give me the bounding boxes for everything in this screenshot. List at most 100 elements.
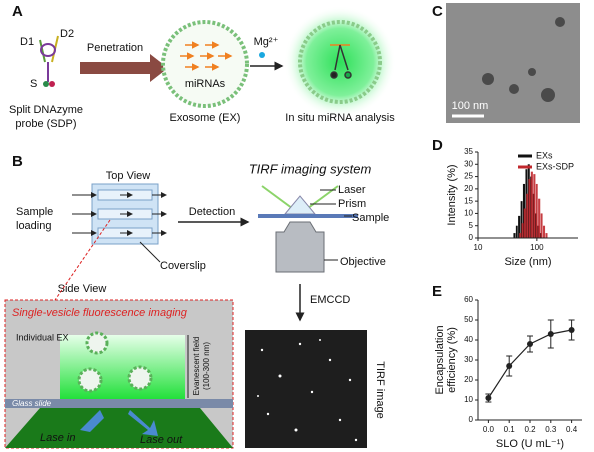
sample-slide: [258, 214, 358, 218]
exosome: [298, 20, 382, 104]
pointer: [139, 241, 161, 263]
objective-label: Objective: [340, 256, 386, 268]
x-tick-label: 10: [474, 243, 483, 252]
y-tick-label: 50: [464, 315, 473, 324]
evanescent-label: Evanescent field: [192, 337, 201, 396]
sdp-label: probe (SDP): [15, 118, 76, 130]
sample-loading-label: loading: [16, 220, 51, 232]
zoom-line: [54, 219, 111, 301]
x-tick-label: 0.0: [483, 425, 495, 434]
mg-label: Mg²⁺: [254, 36, 279, 48]
point: [506, 363, 513, 369]
objective: [275, 221, 325, 273]
laser-arrows: [80, 410, 158, 436]
exosome-label: Exosome (EX): [170, 112, 241, 124]
flow-arrows: [72, 192, 167, 236]
y-tick-label: 10: [464, 209, 473, 218]
legend-label: EXs-SDP: [536, 161, 574, 171]
y-tick-label: 30: [464, 355, 473, 364]
emccd-label: EMCCD: [310, 294, 350, 306]
evanescent-field: [60, 335, 185, 399]
analysis-drawing: [330, 44, 352, 79]
tirf-image: [245, 330, 367, 448]
x-axis-label: SLO (U mL⁻¹): [496, 438, 564, 450]
laser-label: Laser: [338, 184, 366, 196]
svfi-title: Single-vesicle fluorescence imaging: [12, 307, 188, 319]
tirf-image-label: TIRF image: [374, 361, 386, 418]
bar: [520, 201, 523, 238]
y-tick-label: 5: [469, 221, 474, 230]
x-axis-label: Size (nm): [504, 256, 551, 268]
vesicles: [77, 331, 153, 393]
sample-loading-label: Sample: [16, 206, 53, 218]
y-tick-label: 15: [464, 196, 473, 205]
bar: [535, 183, 538, 238]
side-view-label: Side View: [58, 283, 107, 295]
sample-label: Sample: [352, 212, 389, 224]
bar: [519, 233, 522, 238]
label-d2: D2: [60, 28, 74, 40]
y-tick-label: 35: [464, 147, 473, 156]
detection-label: Detection: [189, 206, 235, 218]
label-s: S: [30, 78, 37, 90]
x-tick-label: 0.4: [566, 425, 578, 434]
individual-ex-label: Individual EX: [16, 332, 69, 342]
lase-in-label: Lase in: [40, 432, 75, 444]
scale-label: 100 nm: [452, 100, 489, 112]
bar: [533, 174, 536, 238]
panel-letter: D: [432, 137, 443, 154]
mg-ion: [259, 52, 265, 58]
mirna-arrows: [180, 41, 233, 71]
sdp-label: Split DNAzyme: [9, 104, 83, 116]
bar: [518, 215, 521, 238]
evanescent-label: (100-300 nm): [202, 342, 211, 390]
panel-letter: C: [432, 3, 443, 20]
bar: [540, 213, 543, 238]
mirnas-label: miRNAs: [185, 78, 226, 90]
y-tick-label: 20: [464, 375, 473, 384]
y-tick-label: 0: [469, 415, 474, 424]
point: [527, 341, 533, 347]
bar: [545, 233, 548, 238]
y-tick-label: 30: [464, 159, 473, 168]
x-tick-label: 0.3: [545, 425, 557, 434]
bar: [513, 233, 516, 238]
glass-slide: [5, 399, 233, 408]
prism: [283, 195, 317, 215]
y-tick-label: 0: [469, 233, 474, 242]
bar: [542, 225, 546, 238]
y-tick-label: 40: [464, 335, 473, 344]
pointers: [310, 189, 352, 261]
panel-letter: A: [12, 3, 23, 20]
y-tick-label: 20: [464, 184, 473, 193]
sdp-drawing: [39, 35, 59, 87]
bar: [538, 198, 541, 238]
panel-letter: E: [432, 283, 442, 300]
y-axis-label: efficiency (%): [446, 327, 458, 393]
penetration-label: Penetration: [87, 42, 143, 54]
bar: [528, 179, 531, 238]
point: [547, 331, 554, 337]
glass-slide-label: Glass slide: [12, 399, 52, 408]
x-tick-label: 0.1: [504, 425, 516, 434]
bar: [521, 223, 524, 238]
point: [568, 327, 575, 333]
legend-label: EXs: [536, 150, 553, 160]
lase-out-label: Lase out: [140, 434, 183, 446]
y-axis-label: Intensity (%): [446, 164, 458, 225]
tem-particles: [482, 17, 565, 102]
y-tick-label: 25: [464, 172, 473, 181]
tirf-spots: [257, 339, 358, 442]
prism-label: Prism: [338, 198, 366, 210]
penetration-arrow: [80, 54, 168, 82]
x-tick-label: 0.2: [524, 425, 536, 434]
point: [485, 395, 492, 401]
bar: [515, 225, 518, 238]
x-tick-label: 100: [530, 243, 544, 252]
top-view-label: Top View: [106, 170, 150, 182]
bar: [526, 193, 529, 238]
laser-region: [5, 408, 233, 448]
coverslip-label: Coverslip: [160, 260, 206, 272]
exosome: [161, 20, 249, 108]
